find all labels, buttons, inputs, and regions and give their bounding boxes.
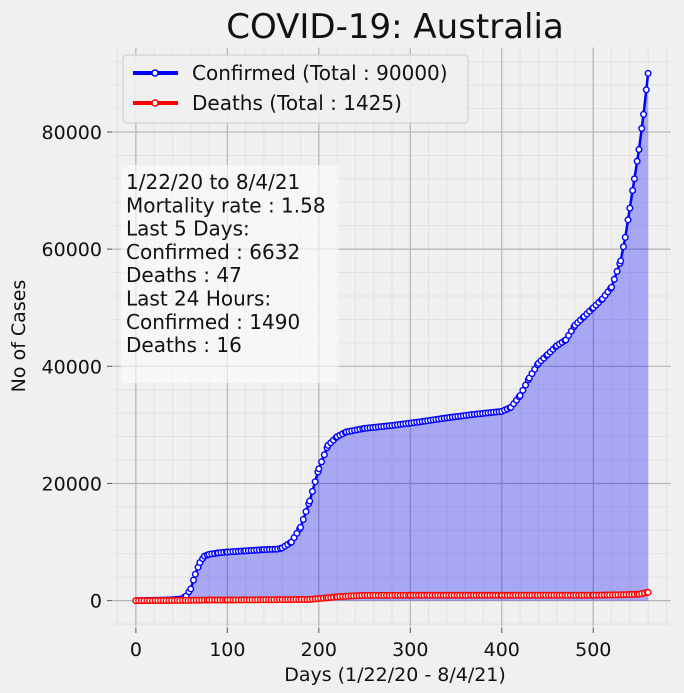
info-box-background bbox=[121, 165, 339, 383]
x-axis-title: Days (1/22/20 - 8/4/21) bbox=[284, 664, 506, 686]
confirmed-marker bbox=[516, 392, 524, 400]
y-tick-label: 80000 bbox=[42, 122, 102, 144]
info-line: 1/22/20 to 8/4/21 bbox=[126, 170, 300, 194]
confirmed-marker bbox=[191, 570, 199, 578]
chart-title: COVID-19: Australia bbox=[226, 7, 564, 47]
legend-confirmed-label: Confirmed (Total : 90000) bbox=[192, 61, 448, 85]
y-tick-label: 0 bbox=[90, 591, 102, 613]
legend-deaths-label: Deaths (Total : 1425) bbox=[192, 91, 402, 115]
confirmed-marker bbox=[640, 110, 648, 118]
confirmed-marker bbox=[617, 257, 625, 265]
confirmed-marker bbox=[315, 465, 323, 473]
confirmed-marker bbox=[189, 576, 197, 584]
confirmed-marker bbox=[187, 585, 195, 593]
plot-frame bbox=[112, 46, 672, 628]
confirmed-marker bbox=[633, 157, 641, 165]
x-tick-label: 400 bbox=[484, 639, 520, 661]
confirmed-marker bbox=[610, 275, 618, 283]
confirmed-marker bbox=[638, 124, 646, 132]
confirmed-marker bbox=[644, 69, 652, 77]
legend-confirmed-marker bbox=[151, 69, 159, 77]
legend: Confirmed (Total : 90000) Deaths (Total :… bbox=[122, 54, 469, 124]
confirmed-marker bbox=[320, 451, 328, 459]
y-tick-label: 20000 bbox=[42, 473, 102, 495]
confirmed-marker bbox=[308, 487, 316, 495]
confirmed-marker bbox=[624, 216, 632, 224]
confirmed-marker bbox=[629, 187, 637, 195]
confirmed-marker bbox=[635, 146, 643, 154]
y-axis-title: No of Cases bbox=[8, 280, 30, 393]
info-line: Confirmed : 1490 bbox=[126, 310, 300, 334]
y-tick-label: 60000 bbox=[42, 239, 102, 261]
x-tick-label: 300 bbox=[392, 639, 428, 661]
confirmed-marker bbox=[630, 175, 638, 183]
confirmed-marker bbox=[608, 283, 616, 291]
plot-area: 0 100 200 300 400 500 0 20000 40000 60000 80000 Con… bbox=[42, 46, 672, 661]
confirmed-marker bbox=[306, 497, 314, 505]
confirmed-marker bbox=[642, 86, 650, 94]
info-line: Confirmed : 6632 bbox=[126, 240, 300, 264]
confirmed-marker bbox=[318, 458, 326, 466]
info-line: Last 5 Days: bbox=[126, 217, 250, 241]
y-tick-label: 40000 bbox=[42, 356, 102, 378]
info-line: Deaths : 47 bbox=[126, 263, 242, 287]
confirmed-fill-area bbox=[135, 73, 649, 601]
confirmed-marker bbox=[613, 267, 621, 275]
info-line: Mortality rate : 1.58 bbox=[126, 193, 326, 217]
x-tick-label: 0 bbox=[130, 639, 142, 661]
x-tick-label: 200 bbox=[301, 639, 337, 661]
legend-deaths-marker bbox=[151, 99, 159, 107]
legend-box bbox=[122, 54, 469, 124]
info-line: Last 24 Hours: bbox=[126, 287, 271, 311]
deaths-marker bbox=[644, 588, 652, 596]
confirmed-marker bbox=[311, 478, 319, 486]
info-line: Deaths : 16 bbox=[126, 333, 242, 357]
confirmed-marker bbox=[302, 508, 310, 516]
confirmed-marker bbox=[299, 515, 307, 523]
confirmed-marker bbox=[297, 523, 305, 531]
confirmed-marker bbox=[626, 204, 634, 212]
x-tick-label: 500 bbox=[575, 639, 611, 661]
confirmed-marker bbox=[519, 386, 527, 394]
x-tick-label: 100 bbox=[209, 639, 245, 661]
confirmed-marker bbox=[621, 233, 629, 241]
confirmed-marker bbox=[619, 243, 627, 251]
confirmed-marker bbox=[522, 381, 530, 389]
